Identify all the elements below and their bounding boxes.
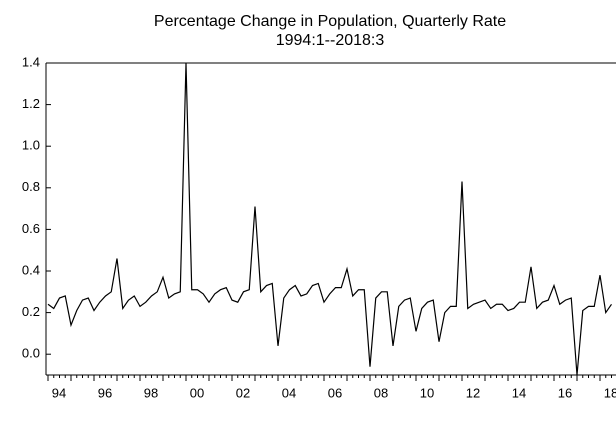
y-tick-label: 0.2: [22, 304, 40, 319]
x-tick-label: 12: [466, 385, 480, 400]
series-line: [47, 62, 612, 376]
y-tick-label: 0.8: [22, 179, 40, 194]
x-tick-label: 00: [190, 385, 204, 400]
x-tick-label: 96: [98, 385, 112, 400]
chart-title: Percentage Change in Population, Quarter…: [154, 13, 506, 30]
y-tick-label: 1.4: [22, 54, 40, 69]
x-tick-label: 98: [144, 385, 158, 400]
x-tick-label: 06: [328, 385, 342, 400]
chart-subtitle: 1994:1--2018:3: [276, 32, 385, 49]
x-tick-label: 14: [512, 385, 526, 400]
x-tick-label: 18: [604, 385, 616, 400]
y-tick-label: 1.2: [22, 96, 40, 111]
x-tick-label: 04: [282, 385, 296, 400]
x-tick-label: 08: [374, 385, 388, 400]
y-tick-label: 1.0: [22, 138, 40, 153]
x-tick-label: 02: [236, 385, 250, 400]
y-tick-label: 0.4: [22, 262, 40, 277]
y-tick-label: 0.6: [22, 221, 40, 236]
x-tick-label: 16: [558, 385, 572, 400]
x-tick-label: 94: [52, 385, 66, 400]
y-tick-label: 0.0: [22, 346, 40, 361]
x-tick-label: 10: [420, 385, 434, 400]
